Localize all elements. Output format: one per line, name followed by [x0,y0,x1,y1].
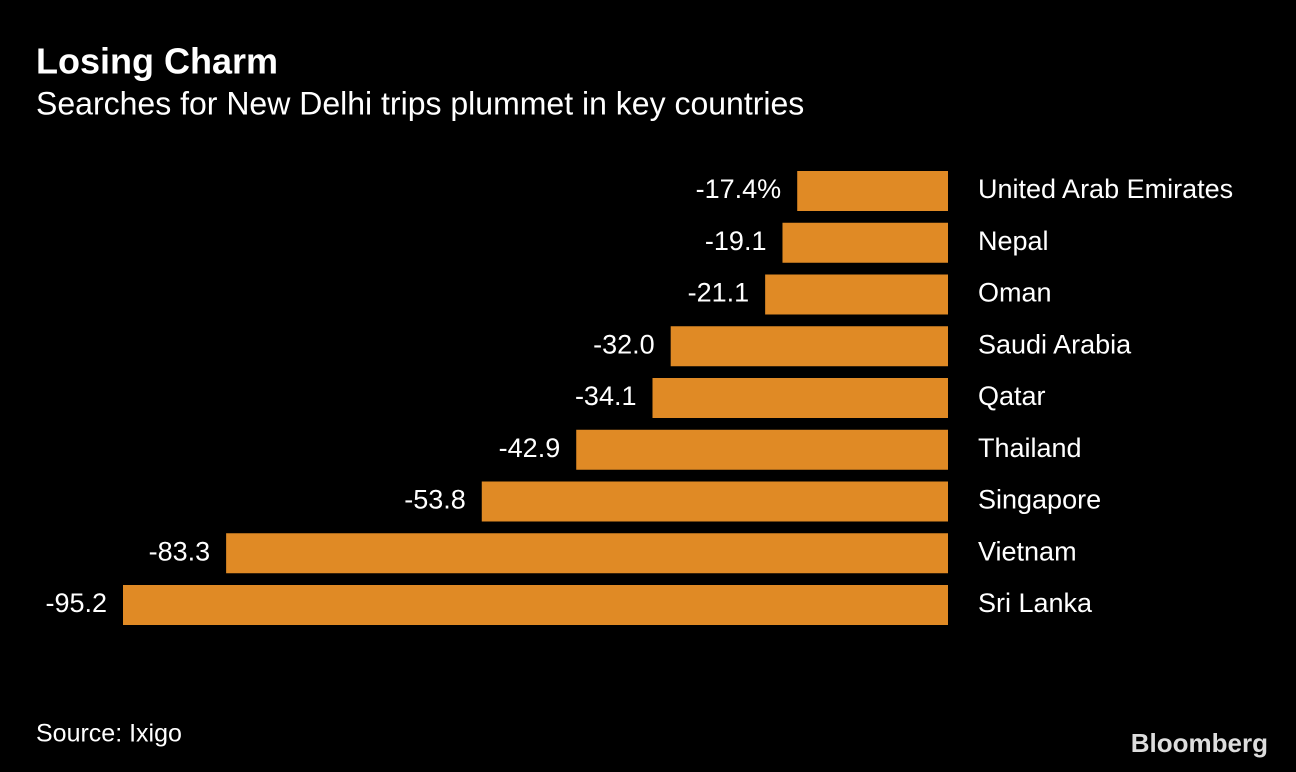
bar [576,429,948,470]
category-label: Thailand [978,433,1082,463]
category-label: Nepal [978,226,1049,256]
category-label: Sri Lanka [978,588,1093,618]
bar [652,378,948,418]
bar [797,171,948,211]
value-label: -21.1 [688,278,750,308]
category-label: United Arab Emirates [978,174,1233,204]
bar [481,481,948,522]
bar [123,585,948,625]
value-label: -42.9 [499,433,561,463]
bar [670,326,948,367]
category-label: Singapore [978,485,1101,515]
category-label: Oman [978,278,1052,308]
bar [765,274,948,315]
value-label: -32.0 [593,329,655,359]
bar [226,533,948,574]
brand-logo: Bloomberg [1131,728,1268,758]
source: Source: Ixigo [36,720,182,748]
value-label: -53.8 [404,485,466,515]
value-label: -19.1 [705,226,767,256]
value-label: -17.4% [696,174,782,204]
value-label: -83.3 [149,536,211,566]
chart-title: Losing Charm [36,41,278,82]
chart-subtitle: Searches for New Delhi trips plummet in … [36,85,804,121]
category-label: Vietnam [978,536,1077,566]
value-label: -95.2 [45,588,107,618]
category-label: Saudi Arabia [978,329,1132,359]
bar [782,222,948,263]
value-label: -34.1 [575,381,637,411]
category-label: Qatar [978,381,1046,411]
